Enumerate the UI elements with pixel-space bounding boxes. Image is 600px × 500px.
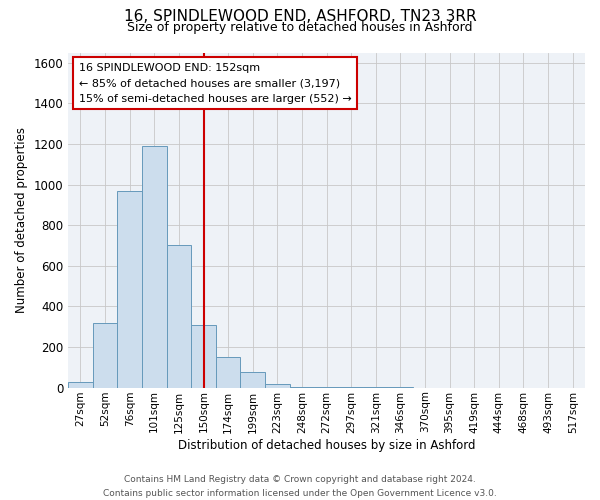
Bar [68,382,93,388]
Bar [265,384,290,388]
Y-axis label: Number of detached properties: Number of detached properties [15,127,28,313]
Bar [314,387,339,388]
Bar [167,246,191,388]
Bar [93,322,118,388]
Text: 16 SPINDLEWOOD END: 152sqm
← 85% of detached houses are smaller (3,197)
15% of s: 16 SPINDLEWOOD END: 152sqm ← 85% of deta… [79,62,351,104]
Text: 16, SPINDLEWOOD END, ASHFORD, TN23 3RR: 16, SPINDLEWOOD END, ASHFORD, TN23 3RR [124,9,476,24]
Bar [216,357,241,388]
Text: Size of property relative to detached houses in Ashford: Size of property relative to detached ho… [127,21,473,34]
Text: Contains HM Land Registry data © Crown copyright and database right 2024.
Contai: Contains HM Land Registry data © Crown c… [103,476,497,498]
Bar [241,372,265,388]
Bar [290,386,314,388]
X-axis label: Distribution of detached houses by size in Ashford: Distribution of detached houses by size … [178,440,475,452]
Bar [118,190,142,388]
Bar [191,324,216,388]
Bar [142,146,167,388]
